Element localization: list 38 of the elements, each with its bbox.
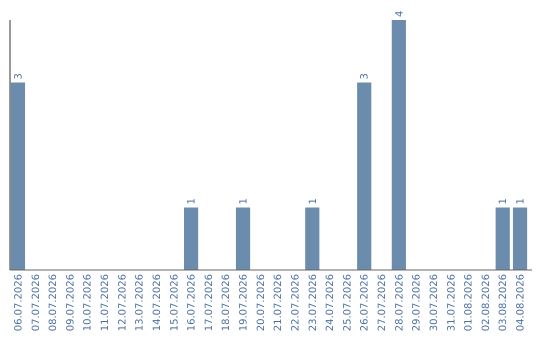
- x-tick-label: 03.08.2026: [498, 274, 510, 332]
- x-tick-label: 26.07.2026: [360, 274, 371, 332]
- x-tick-label: 22.07.2026: [290, 274, 302, 332]
- data-label: 1: [238, 198, 250, 204]
- x-tick-label: 09.07.2026: [65, 274, 76, 332]
- data-label: 1: [516, 198, 527, 204]
- data-label: 4: [394, 10, 406, 17]
- x-tick-label: 20.07.2026: [256, 274, 267, 332]
- x-tick-label: 30.07.2026: [428, 274, 440, 332]
- x-tick-label: 19.07.2026: [238, 274, 250, 332]
- x-tick-label: 12.07.2026: [117, 274, 128, 332]
- x-tick-label: 31.07.2026: [446, 274, 458, 332]
- x-tick-label: 11.07.2026: [100, 274, 112, 332]
- x-tick-label: 23.07.2026: [308, 274, 319, 332]
- data-label: 1: [308, 198, 319, 204]
- x-tick-label: 28.07.2026: [394, 274, 406, 332]
- x-tick-label: 15.07.2026: [169, 274, 180, 332]
- x-tick-label: 02.08.2026: [480, 274, 492, 332]
- x-tick-label: 06.07.2026: [13, 274, 24, 332]
- x-tick-label: 25.07.2026: [342, 274, 354, 332]
- x-tick-label: 29.07.2026: [412, 274, 423, 332]
- x-tick-label: 07.07.2026: [30, 274, 42, 332]
- data-label: 3: [360, 73, 371, 80]
- x-tick-label: 24.07.2026: [325, 274, 336, 332]
- x-tick-label: 04.08.2026: [516, 274, 527, 332]
- x-tick-label: 27.07.2026: [377, 274, 388, 332]
- x-tick-label: 14.07.2026: [152, 274, 163, 332]
- x-tick-label: 01.08.2026: [464, 274, 475, 332]
- x-tick-label: 16.07.2026: [186, 274, 198, 332]
- x-tick-label: 10.07.2026: [82, 274, 94, 332]
- data-label: 3: [13, 73, 24, 80]
- data-label: 1: [498, 198, 510, 204]
- x-tick-label: 08.07.2026: [48, 274, 60, 332]
- x-tick-label: 18.07.2026: [221, 274, 232, 332]
- data-label: 1: [186, 198, 198, 204]
- x-tick-label: 21.07.2026: [273, 274, 284, 332]
- x-tick-label: 13.07.2026: [134, 274, 146, 332]
- x-tick-label: 17.07.2026: [204, 274, 215, 332]
